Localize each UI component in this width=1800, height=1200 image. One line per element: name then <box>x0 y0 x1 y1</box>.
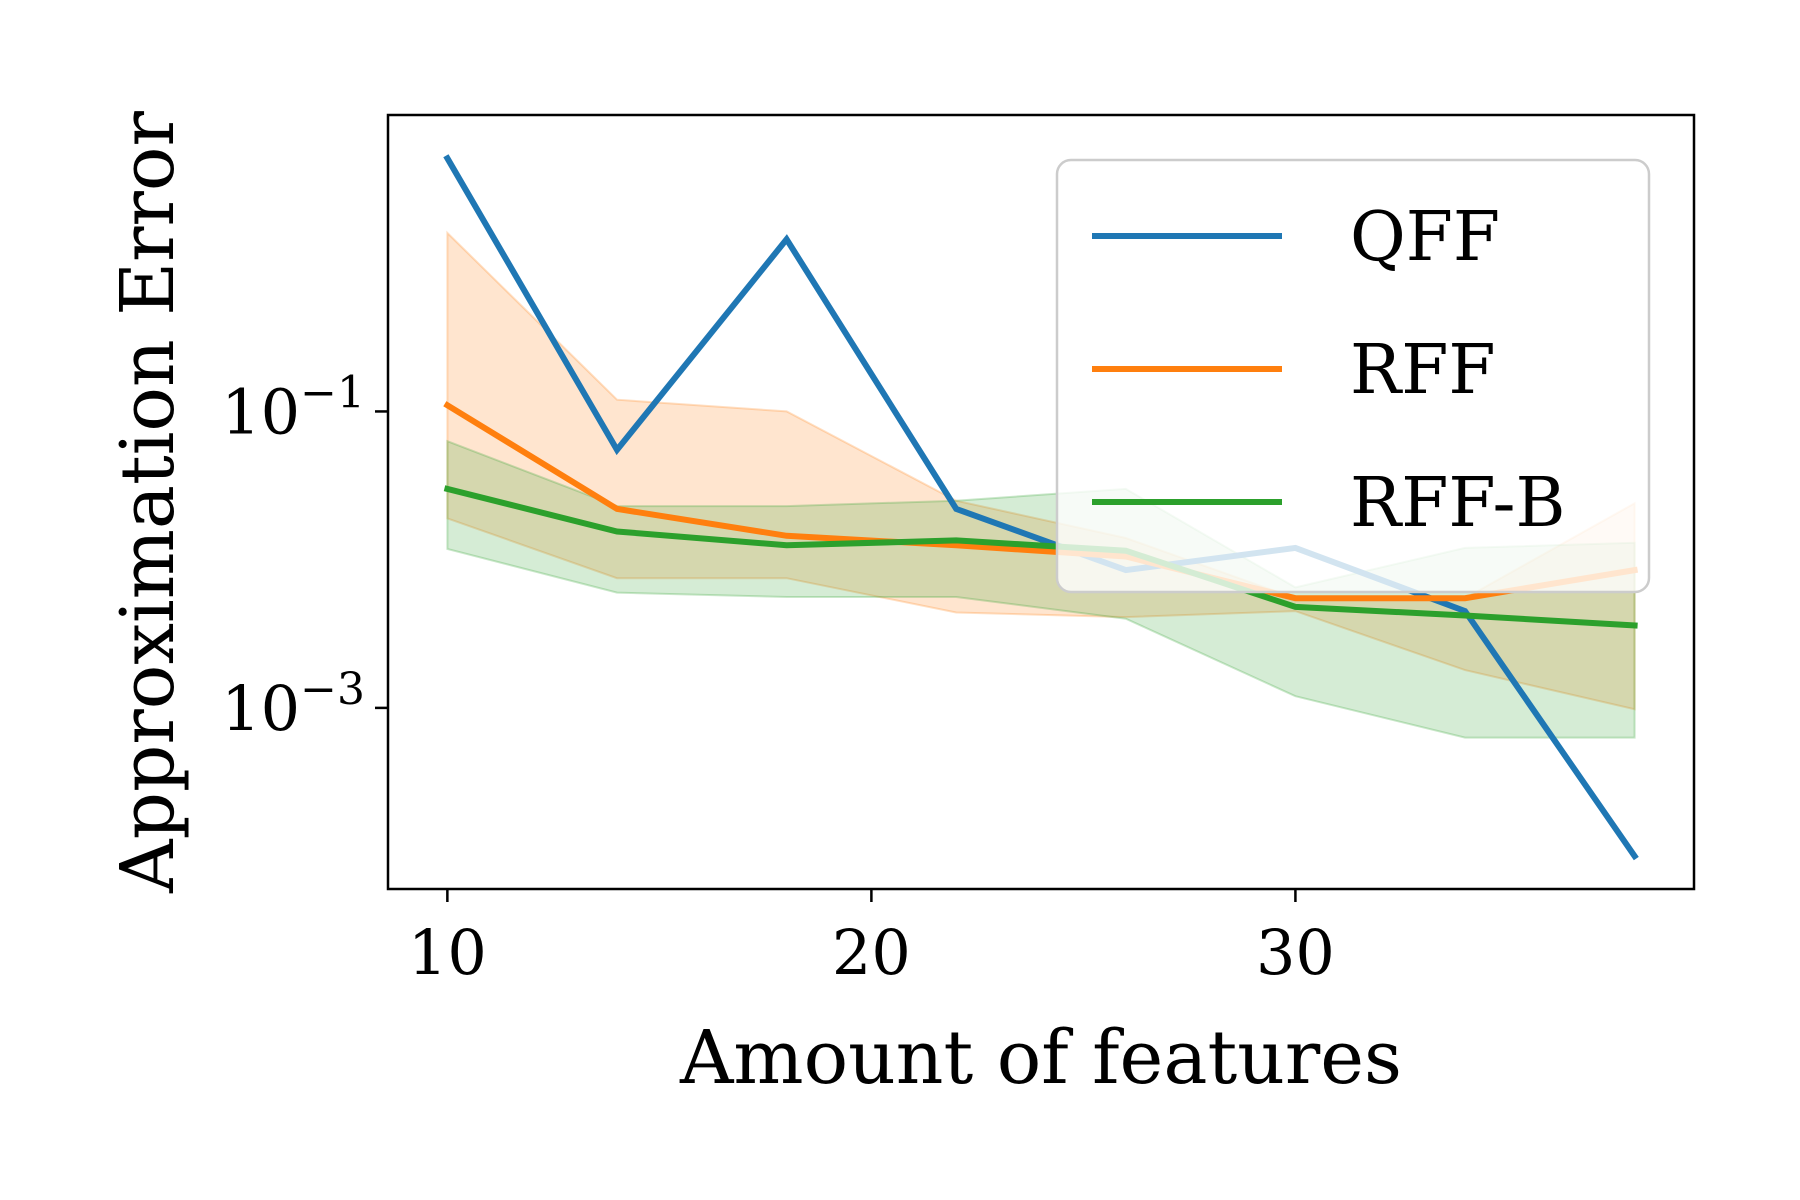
y-axis-ticks: 10−1 10−3 <box>221 367 388 745</box>
series-lines <box>443 154 1639 861</box>
y-axis-label: Approximation Error <box>105 111 191 894</box>
series-line-rff-b <box>443 485 1638 629</box>
legend: QFF RFF RFF-B <box>1055 158 1651 594</box>
band-rff <box>446 230 1636 711</box>
x-tick-label: 10 <box>408 916 487 989</box>
y-tick-label: 10−3 <box>221 664 365 745</box>
legend-label-rff-b: RFF-B <box>1350 464 1565 543</box>
x-tick-label: 30 <box>1256 916 1335 989</box>
legend-box <box>1055 158 1651 594</box>
confidence-bands <box>446 230 1636 739</box>
series-line-rff <box>443 401 1639 602</box>
band-rff-b <box>446 439 1636 739</box>
x-axis-label: Amount of features <box>679 1015 1402 1101</box>
legend-label-rff: RFF <box>1350 331 1496 410</box>
plot-frame <box>386 113 1696 891</box>
legend-items: QFF RFF RFF-B <box>1092 198 1565 543</box>
x-axis-ticks: 10 20 30 <box>408 889 1335 989</box>
y-tick-label: 10−1 <box>221 367 365 448</box>
legend-label-qff: QFF <box>1350 198 1500 277</box>
x-tick-label: 20 <box>832 916 911 989</box>
